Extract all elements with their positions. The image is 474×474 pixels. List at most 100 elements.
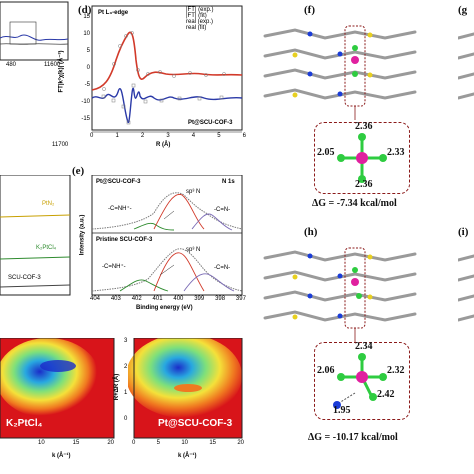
panel-h-dg: ΔG = -10.17 kcal/mol: [308, 432, 398, 443]
tick-480: 480: [6, 62, 17, 68]
wavelet-left: K₂PtCl₄ 10 15 20: [0, 337, 118, 446]
ytick: -15: [81, 116, 90, 122]
xtick: 0: [132, 440, 136, 446]
peak-nh-bottom: -C=NH⁺-: [102, 264, 126, 270]
wavelet-left-map: [0, 337, 115, 439]
xtick: 20: [107, 440, 114, 446]
panel-e: (e) Pt@SCU-COF-3 N 1s sp³ N -C=NH⁺- -C=N…: [72, 165, 246, 315]
xtick: 402: [131, 296, 142, 302]
bond-bottom-right-h: 2.42: [377, 389, 395, 400]
panel-h-label: (h): [304, 226, 318, 238]
legend-real-exp: real (exp.): [186, 19, 214, 25]
peak-cn-bottom: -C=N-: [214, 265, 231, 271]
panel-a-plot: [0, 1, 69, 61]
wavelet-right-ylabel: R+ΔR (Å): [114, 373, 121, 401]
panel-i-partial: [458, 254, 474, 322]
panel-e-ylabel: Intensity (a.u.): [79, 214, 86, 256]
peak-sp3-bottom: sp³ N: [186, 247, 201, 253]
panel-e-label: (e): [72, 165, 85, 177]
ytick: 0: [124, 416, 128, 422]
panel-d-xticks: 0 1 2 3 4 5 6: [90, 133, 246, 139]
tick-11700: 11700: [52, 142, 69, 148]
xtick: 398: [215, 296, 226, 302]
bond-left-h: 2.06: [317, 365, 335, 376]
pt-cl4-complex: [337, 133, 387, 183]
xtick: 6: [242, 133, 246, 139]
xtick: 10: [38, 440, 45, 446]
ytick: 3: [124, 338, 128, 344]
panel-d-ylabel: FT|k²χ(k)| (Å⁻³): [58, 50, 65, 93]
bond-top-f: 2.36: [355, 121, 373, 132]
xtick: 400: [173, 296, 184, 302]
ytick: 2: [124, 364, 128, 370]
panel-e-top-title: Pt@SCU-COF-3: [96, 179, 141, 185]
panel-a-partial: 480 11600 11700: [0, 0, 72, 148]
panel-e-element: N 1s: [222, 179, 235, 185]
bond-right-h: 2.32: [387, 365, 405, 376]
panel-e-plot: [91, 175, 243, 296]
panel-d-xlabel: R (Å): [156, 142, 171, 148]
panel-e-xticks: 404 403 402 401 400 399 398 397: [90, 296, 246, 302]
panel-h-structure: [263, 247, 417, 342]
wavelet-left-xlabel: k (Å⁻¹): [52, 453, 71, 459]
panel-e-bottom-title: Pristine SCU-COF-3: [96, 237, 153, 243]
wavelet-right-map: [126, 334, 243, 439]
pt-cl3-n-complex: [333, 353, 387, 409]
xtick: 15: [72, 440, 80, 446]
legend-real-fit: real (fit): [186, 25, 207, 31]
panel-b-plot: [0, 174, 71, 296]
xtick: 5: [217, 133, 221, 139]
xtick: 4: [191, 133, 196, 139]
wavelet-right-label: Pt@SCU-COF-3: [158, 418, 233, 429]
wavelet-left-xticks: 10 15 20: [38, 440, 114, 446]
peak-sp3-top: sp³ N: [186, 189, 201, 195]
wavelet-right-xlabel: k (Å⁻¹): [178, 453, 197, 459]
legend-ft-fit: |FT| (fit): [186, 13, 207, 19]
panel-d-edge: Pt L₃-edge: [98, 10, 129, 16]
peak-cn-top: -C=N-: [214, 207, 231, 213]
wavelet-right: Pt@SCU-COF-3 3 2 1 0 0 5 10 15 20: [124, 334, 246, 446]
xtick: 5: [156, 440, 160, 446]
legend-ft-exp: |FT| (exp.): [186, 7, 214, 13]
bond-bottom-h: 1.95: [333, 405, 351, 416]
ytick: 5: [86, 48, 90, 54]
panel-e-xlabel: Binding energy (eV): [136, 305, 193, 311]
panel-f-structure: [263, 25, 417, 120]
panel-f-dg: ΔG = -7.34 kcal/mol: [312, 198, 397, 209]
panel-d-plot: [91, 5, 243, 133]
xtick: 10: [181, 440, 188, 446]
ytick: 1: [124, 390, 128, 396]
xtick: 20: [237, 440, 244, 446]
ytick: -10: [81, 99, 90, 105]
ytick: 10: [83, 31, 90, 37]
label-k2ptcl4: K₂PtCl₄: [36, 245, 57, 251]
panel-d-label: (d): [78, 4, 92, 16]
wavelet-right-yticks: 3 2 1 0: [124, 338, 132, 438]
tick-11600: 11600: [44, 62, 61, 68]
panel-g-label: (g: [458, 4, 468, 16]
ytick: 15: [83, 14, 90, 20]
bond-left-f: 2.05: [317, 147, 335, 158]
panel-d-yticks: 15 10 5 0 -5 -10 -15: [76, 14, 90, 133]
panel-f-inset: 2.36 2.05 2.33 2.36: [314, 121, 410, 194]
xtick: 0: [90, 133, 94, 139]
panel-d: (d) Pt L₃-edge |FT| (exp.) |FT| (fit) re…: [74, 0, 246, 150]
peak-nh-top: -C=NH⁺-: [108, 206, 132, 212]
panel-d-legend: |FT| (exp.) |FT| (fit) real (exp.) real …: [186, 7, 242, 31]
xtick: 399: [194, 296, 205, 302]
bond-top-h: 2.34: [355, 341, 373, 352]
xtick: 3: [166, 133, 170, 139]
panel-h-inset: 2.34 2.06 2.32 2.42 1.95: [314, 341, 410, 420]
xtick: 15: [209, 440, 216, 446]
panel-b-partial: PtN₂ K₂PtCl₄ SCU-COF-3: [0, 174, 74, 300]
bond-bottom-f: 2.36: [355, 179, 373, 190]
xtick: 1: [115, 133, 119, 139]
wavelet-right-xticks: 0 5 10 15 20: [132, 440, 244, 446]
panel-d-sample: Pt@SCU-COF-3: [188, 120, 233, 126]
xtick: 403: [110, 296, 121, 302]
label-ptn2: PtN₂: [42, 201, 55, 207]
xtick: 401: [152, 296, 163, 302]
xtick: 404: [90, 296, 101, 302]
panel-f-label: (f): [304, 4, 315, 16]
ytick: -5: [84, 82, 90, 88]
